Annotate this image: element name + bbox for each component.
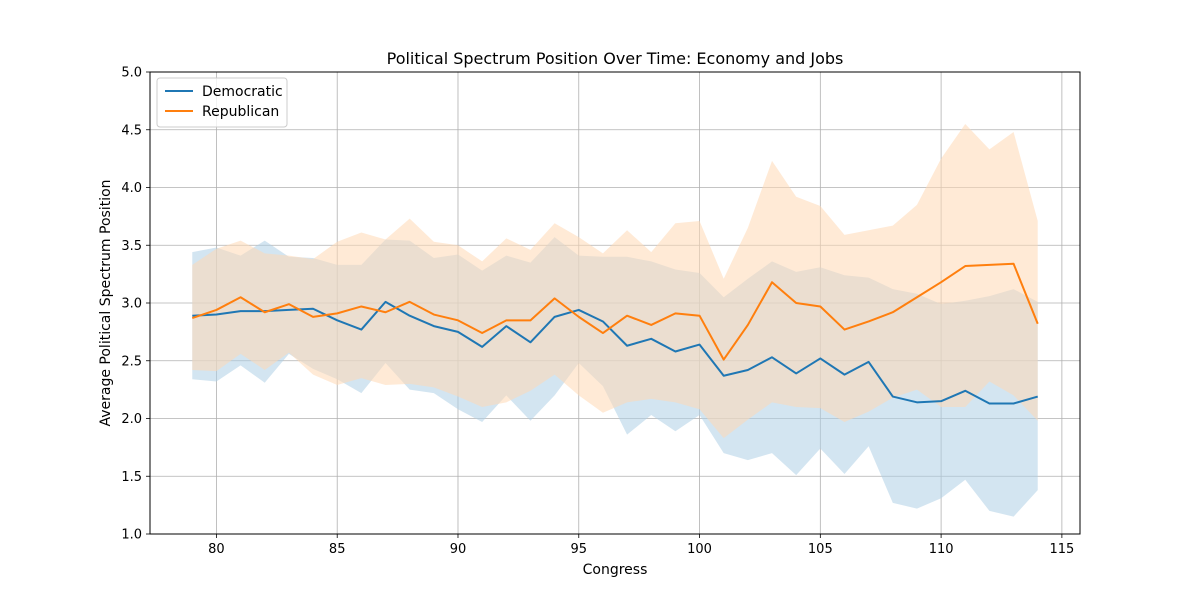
line-democratic	[192, 300, 1039, 405]
x-tick-label: 85	[329, 542, 346, 557]
y-tick-label: 5.0	[121, 66, 142, 81]
series-lines	[191, 262, 1039, 405]
y-tick-label: 2.5	[121, 354, 142, 369]
y-axis-label: Average Political Spectrum Position	[98, 179, 114, 426]
y-tick-label: 3.5	[121, 239, 142, 254]
x-tick-label: 105	[808, 542, 833, 557]
confidence-bands	[192, 123, 1038, 517]
y-tick-label: 2.0	[121, 412, 142, 427]
y-tick-label: 1.5	[121, 470, 142, 485]
x-tick-label: 95	[570, 542, 587, 557]
y-tick-label: 3.0	[121, 297, 142, 312]
legend-label-republican: Republican	[202, 104, 279, 120]
x-tick-label: 80	[208, 542, 225, 557]
axis-ticks: 80 85 90 95 100 105 110 115 1.0 1.5 2.0 2.5 3.0 3.5 4.…	[121, 66, 1074, 558]
x-axis-label: Congress	[583, 562, 648, 578]
y-tick-label: 1.0	[121, 528, 142, 543]
y-tick-label: 4.0	[121, 181, 142, 196]
x-tick-label: 110	[929, 542, 954, 557]
x-tick-label: 115	[1049, 542, 1074, 557]
x-tick-label: 100	[687, 542, 712, 557]
legend-label-democratic: Democratic	[202, 84, 283, 100]
y-tick-label: 4.5	[121, 123, 142, 138]
chart-title: Political Spectrum Position Over Time: E…	[387, 49, 844, 68]
line-republican	[191, 262, 1039, 361]
band-republican	[192, 123, 1038, 439]
legend: Democratic Republican	[156, 77, 288, 128]
x-tick-label: 90	[450, 542, 467, 557]
